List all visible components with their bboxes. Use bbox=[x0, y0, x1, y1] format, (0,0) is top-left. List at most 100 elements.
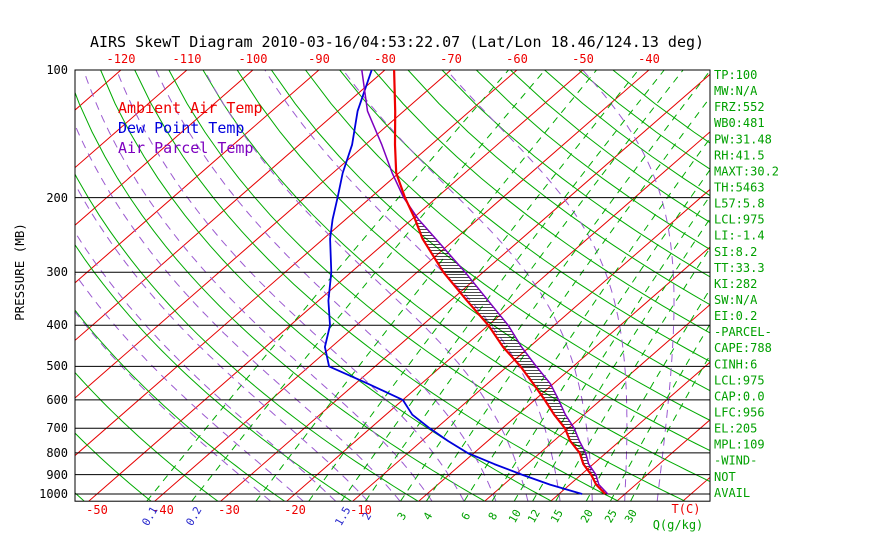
pressure-tick-label: 900 bbox=[46, 468, 68, 482]
top-temp-tick-label: -110 bbox=[173, 52, 202, 66]
top-temp-tick-label: -70 bbox=[440, 52, 462, 66]
pressure-tick-label: 1000 bbox=[39, 487, 68, 501]
moist-adiabat-line bbox=[75, 273, 304, 502]
dry-adiabat-line bbox=[475, 70, 710, 250]
isotherm-line bbox=[682, 476, 710, 502]
mixing-ratio-line bbox=[463, 137, 710, 502]
pressure-lines-group bbox=[74, 69, 711, 502]
mixing-ratio-label: 25 bbox=[602, 507, 620, 525]
moist-adiabat-line bbox=[75, 231, 337, 502]
mixing-ratio-line bbox=[364, 70, 684, 502]
stats-line: LI:-1.4 bbox=[714, 229, 765, 243]
mixing-ratio-label: 6 bbox=[459, 510, 474, 522]
cape-hatch-area bbox=[405, 197, 608, 494]
plot-frame bbox=[74, 69, 711, 502]
mixing-ratio-line bbox=[513, 195, 710, 502]
isotherm-line bbox=[75, 70, 386, 342]
stats-line: MPL:109 bbox=[714, 438, 765, 452]
mixing-ratio-label: 8 bbox=[486, 510, 501, 522]
bottom-temp-tick-label: -50 bbox=[86, 503, 108, 517]
moist-adiabat-line bbox=[116, 70, 465, 502]
top-temp-tick-label: -40 bbox=[638, 52, 660, 66]
pressure-tick-label: 800 bbox=[46, 446, 68, 460]
isotherm-line bbox=[352, 188, 710, 502]
dry-adiabat-line bbox=[168, 70, 686, 502]
isotherm-line bbox=[75, 70, 320, 284]
background-grid bbox=[75, 70, 710, 502]
parcel-curve bbox=[361, 70, 609, 495]
stats-line: MW:N/A bbox=[714, 84, 758, 98]
stats-line: LCL:975 bbox=[714, 373, 765, 387]
stats-line: TP:100 bbox=[714, 68, 757, 82]
moist-adiabat-line bbox=[264, 70, 561, 502]
stats-line: -PARCEL- bbox=[714, 325, 772, 339]
stats-line: LFC:956 bbox=[714, 406, 765, 420]
pressure-axis-label: PRESSURE (MB) bbox=[12, 223, 27, 321]
dewpoint-curve bbox=[323, 70, 583, 495]
isotherm-line bbox=[75, 70, 518, 457]
mixing-ratio-label: 0.2 bbox=[183, 504, 204, 528]
mixing-ratio-label: 4 bbox=[421, 510, 436, 523]
pressure-tick-label: 700 bbox=[46, 421, 68, 435]
pressure-tick-label: 300 bbox=[46, 265, 68, 279]
dry-adiabat-line bbox=[100, 70, 552, 502]
moist-adiabat-line bbox=[446, 70, 628, 502]
bottom-temp-tick-label: -30 bbox=[218, 503, 240, 517]
stats-line: MAXT:30.2 bbox=[714, 164, 779, 178]
stats-line: FRZ:552 bbox=[714, 100, 765, 114]
mixing-ratio-label: 3 bbox=[395, 510, 410, 522]
isotherm-line bbox=[550, 361, 710, 502]
bottom-temp-tick-label: -10 bbox=[350, 503, 372, 517]
dry-adiabat-line bbox=[75, 432, 152, 502]
stats-line: RH:41.5 bbox=[714, 148, 765, 162]
mixing-ratio-label: 20 bbox=[578, 507, 596, 525]
pressure-tick-label: 400 bbox=[46, 318, 68, 332]
mixing-ratio-line bbox=[555, 247, 710, 502]
dry-adiabat-line bbox=[339, 70, 710, 363]
dry-adiabat-line bbox=[75, 371, 219, 502]
moist-adiabat-line bbox=[75, 123, 401, 502]
stats-line: SI:8.2 bbox=[714, 245, 757, 259]
dry-adiabat-line bbox=[134, 70, 619, 502]
mixing-ratio-label: 30 bbox=[622, 507, 640, 525]
mixing-ratio-line bbox=[340, 70, 665, 502]
axis-labels-group: -120 -110 -100 -90 -80 -70 -60 -50 -40 -50 -40 -30 -… bbox=[39, 52, 660, 528]
bottom-temp-tick-label: -20 bbox=[284, 503, 306, 517]
stats-line: CAP:0.0 bbox=[714, 389, 765, 403]
dry-adiabat-line bbox=[441, 70, 710, 278]
stats-line: AVAIL bbox=[714, 486, 750, 500]
isotherm-line bbox=[75, 70, 254, 226]
stats-line: L57:5.8 bbox=[714, 197, 765, 211]
top-temp-tick-label: -50 bbox=[572, 52, 594, 66]
isotherm-line bbox=[75, 70, 452, 399]
stats-line: CINH:6 bbox=[714, 357, 757, 371]
moist-adiabat-line bbox=[582, 70, 675, 502]
stats-line: LCL:975 bbox=[714, 213, 765, 227]
legend-parcel-temp: Air Parcel Temp bbox=[118, 139, 253, 157]
top-temp-tick-label: -60 bbox=[506, 52, 528, 66]
pressure-tick-label: 600 bbox=[46, 393, 68, 407]
isotherm-line bbox=[75, 70, 188, 169]
legend-ambient-temp: Ambient Air Temp bbox=[118, 99, 263, 117]
dry-adiabat-line bbox=[75, 173, 419, 502]
ambient-temp-curve bbox=[393, 70, 606, 495]
stats-line: PW:31.48 bbox=[714, 132, 772, 146]
moist-adiabat-line bbox=[75, 310, 271, 502]
chart-title: AIRS SkewT Diagram 2010-03-16/04:53:22.0… bbox=[90, 33, 704, 51]
dry-adiabat-line bbox=[236, 70, 710, 452]
isotherm-line bbox=[154, 70, 650, 502]
dry-adiabat-line bbox=[75, 91, 486, 502]
mixing-ratio-line bbox=[191, 70, 546, 502]
moist-adiabat-line bbox=[75, 183, 369, 502]
isotherm-line bbox=[616, 419, 710, 502]
dry-adiabat-line bbox=[407, 70, 710, 306]
mixing-ratio-line bbox=[491, 168, 710, 502]
pressure-tick-label: 100 bbox=[46, 63, 68, 77]
moist-adiabat-line bbox=[155, 70, 497, 502]
mixing-ratio-label: 12 bbox=[525, 507, 543, 525]
stats-line: EI:0.2 bbox=[714, 309, 757, 323]
dry-adiabat-line bbox=[202, 70, 710, 483]
stats-panel: TP:100 MW:N/A FRZ:552 WB0:481 PW:31.48 RH:41.… bbox=[714, 68, 779, 500]
